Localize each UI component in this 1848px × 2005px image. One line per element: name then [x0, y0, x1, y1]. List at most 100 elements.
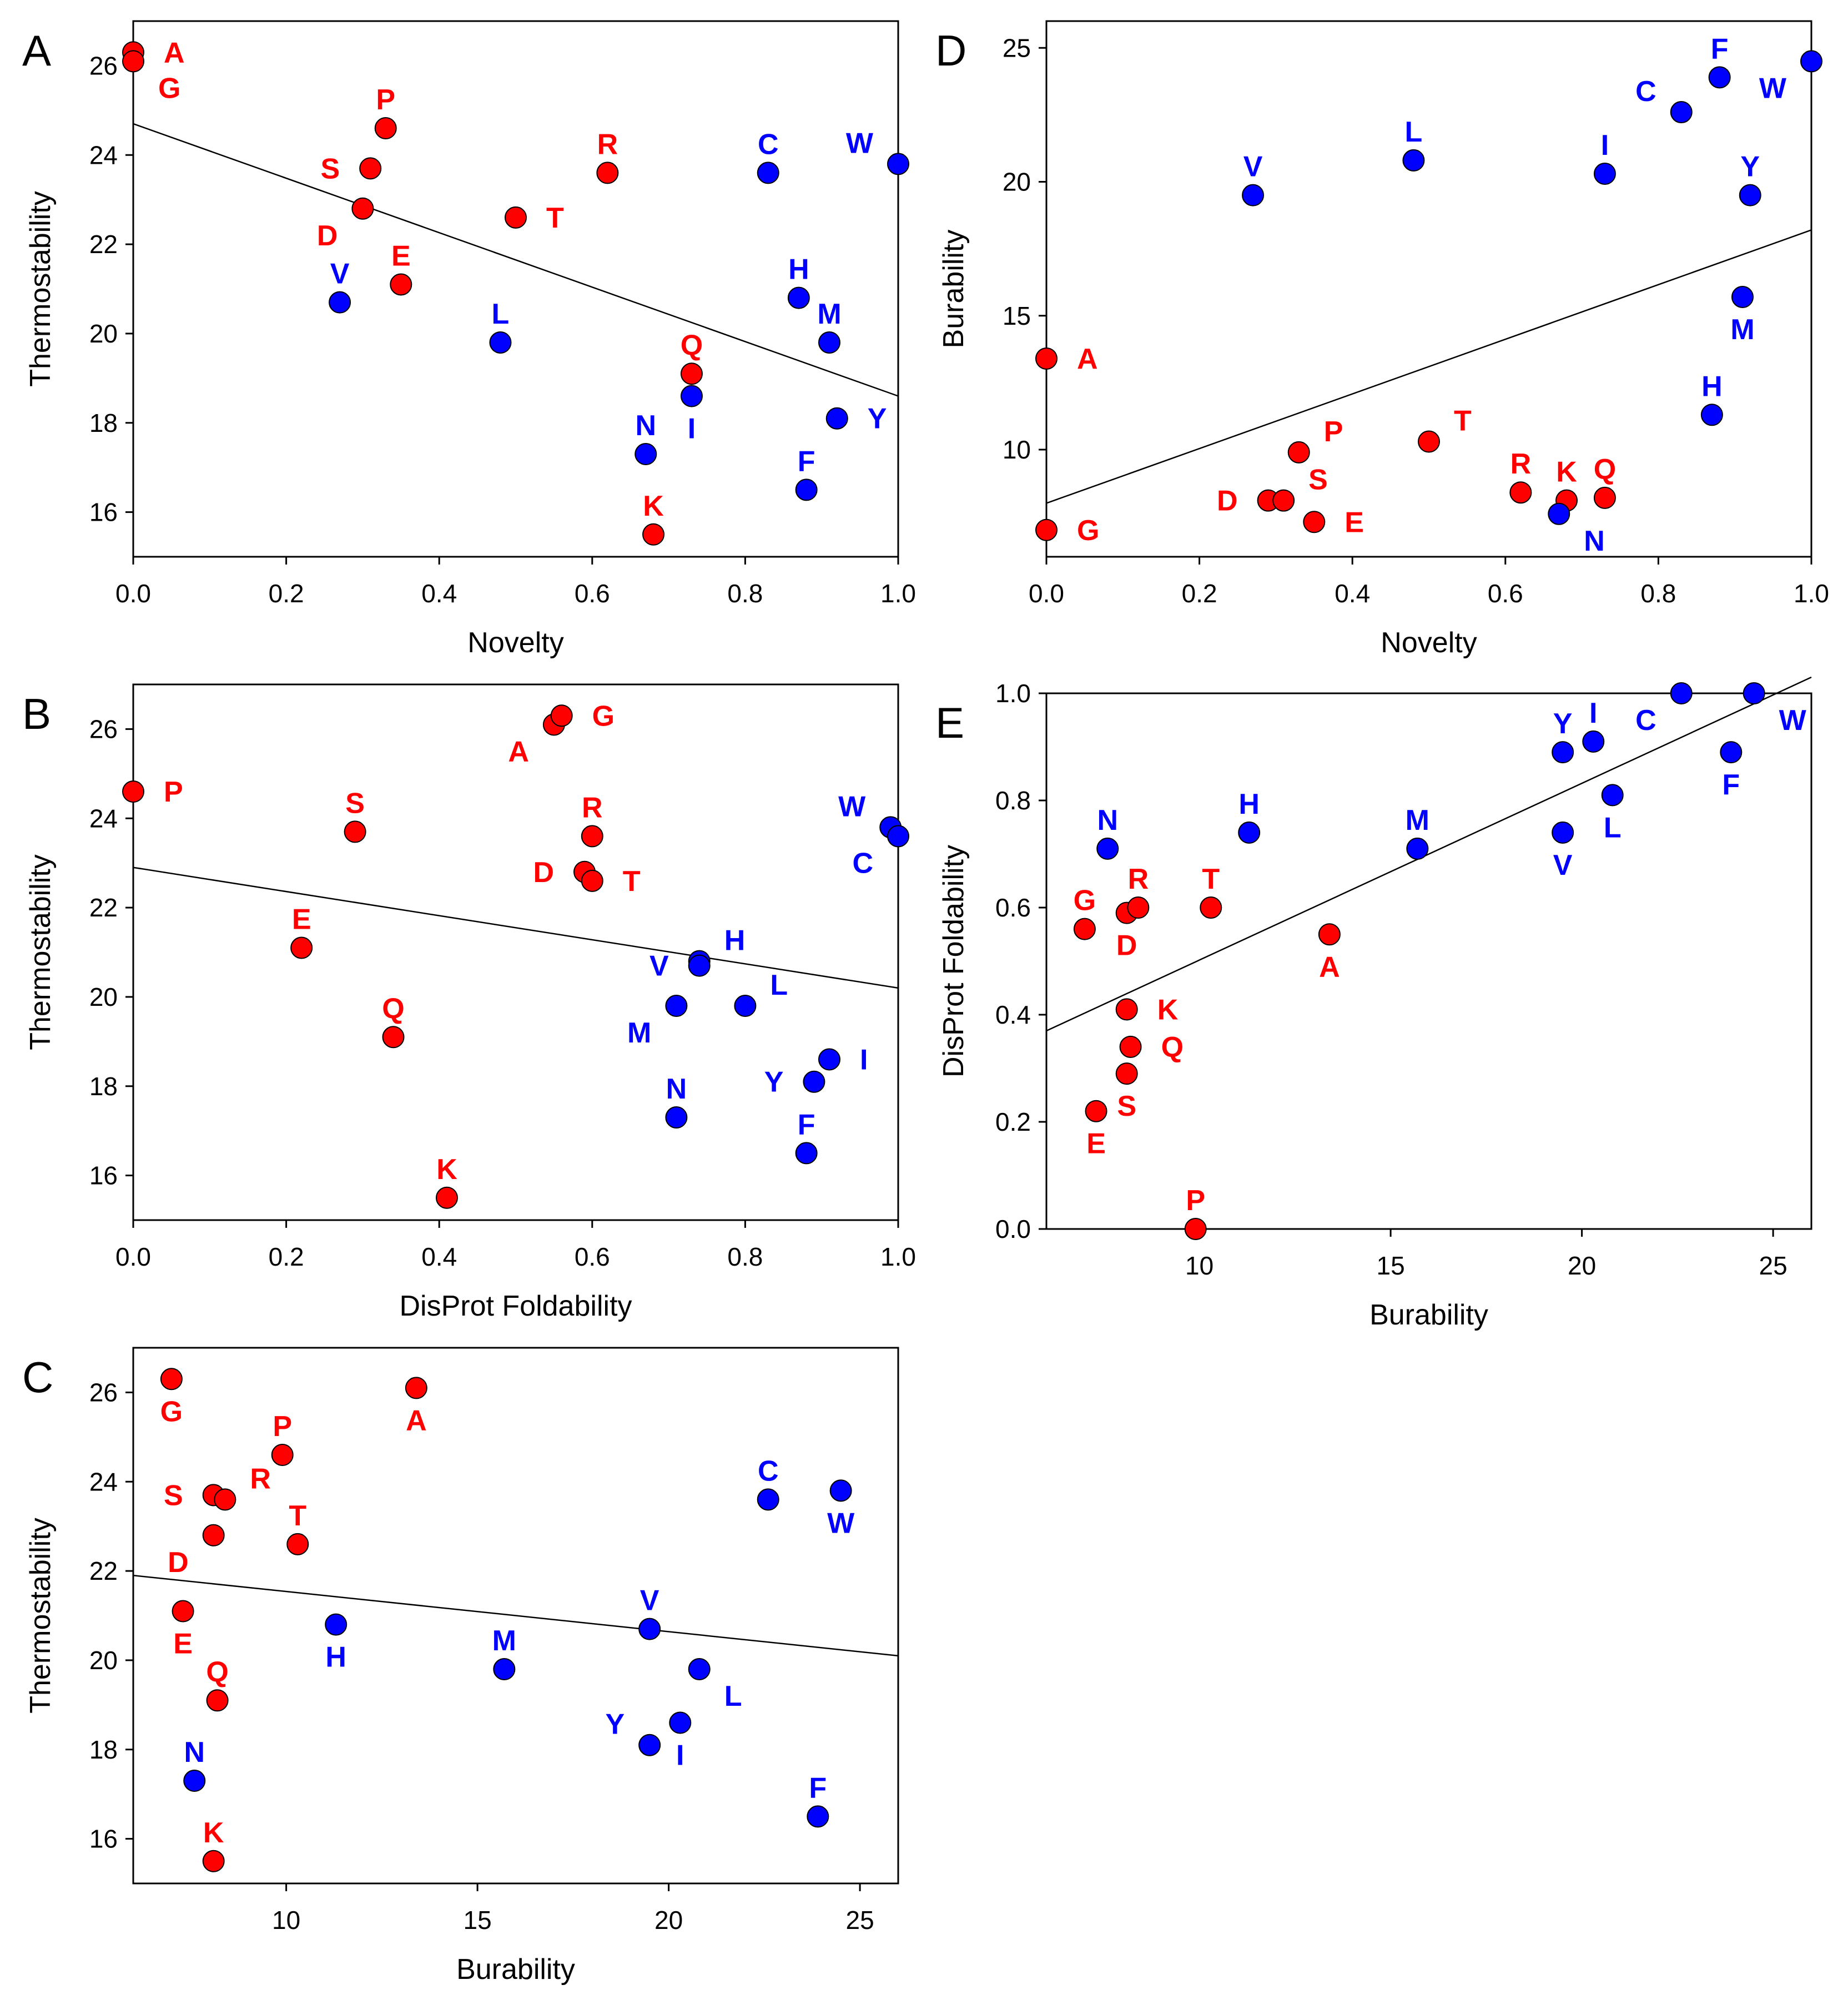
- point-label: M: [492, 1625, 516, 1657]
- point-label: R: [250, 1463, 271, 1495]
- point-a: [405, 1377, 427, 1399]
- y-tick-label: 15: [1003, 301, 1031, 330]
- point-i: [680, 385, 703, 407]
- y-tick-label: 0.4: [995, 1000, 1031, 1029]
- point-e: [172, 1600, 194, 1623]
- point-w: [1743, 682, 1765, 704]
- x-tick-label: 1.0: [1794, 579, 1829, 608]
- x-tick-label: 0.4: [1335, 579, 1370, 608]
- x-tick-label: 20: [654, 1906, 683, 1935]
- point-label: G: [592, 700, 615, 732]
- y-tick-label: 16: [89, 498, 118, 527]
- y-tick-label: 26: [89, 714, 118, 743]
- point-label: D: [1116, 930, 1137, 962]
- point-label: I: [688, 413, 696, 445]
- point-label: Y: [1740, 151, 1760, 183]
- plot-frame: [1045, 692, 1812, 1230]
- y-tick-label: 16: [89, 1161, 118, 1190]
- point-h: [1700, 404, 1723, 426]
- point-c: [757, 1488, 779, 1511]
- x-tick-label: 1.0: [880, 1242, 916, 1271]
- y-tick-label: 26: [89, 1378, 118, 1407]
- point-t: [1418, 430, 1440, 453]
- point-label: G: [160, 1396, 183, 1428]
- point-label: L: [492, 298, 510, 330]
- panel-b: B 0.0 0.2 0.4 0.6 0.8 1.0 16 18 20 22 24 26 DisProt F…: [22, 683, 916, 1322]
- point-label: P: [1186, 1185, 1205, 1217]
- point-label: E: [1086, 1128, 1106, 1160]
- point-label: S: [345, 787, 365, 819]
- trend-line: [1046, 676, 1812, 1032]
- point-label: L: [1604, 812, 1622, 844]
- point-label: L: [770, 969, 788, 1001]
- point-r: [1127, 896, 1150, 919]
- y-tick-label: 24: [89, 804, 118, 833]
- x-tick-label: 0.6: [575, 579, 610, 608]
- plot-frame: [132, 20, 899, 558]
- point-k: [1115, 998, 1138, 1021]
- y-axis-label: Thermostability: [24, 854, 57, 1050]
- point-r: [581, 825, 603, 848]
- y-tick-label: 0.2: [995, 1107, 1031, 1136]
- point-label: Q: [206, 1656, 228, 1688]
- point-e: [1085, 1100, 1107, 1122]
- x-axis-label: DisProt Foldability: [399, 1290, 632, 1322]
- y-tick-label: 1.0: [995, 679, 1031, 708]
- point-label: W: [827, 1507, 855, 1539]
- y-tick-label: 10: [1003, 435, 1031, 464]
- point-r: [214, 1488, 236, 1511]
- x-tick-label: 0.2: [269, 579, 304, 608]
- point-label: G: [158, 72, 180, 104]
- point-g: [1035, 518, 1058, 541]
- point-i: [1593, 163, 1616, 185]
- point-label: Q: [1594, 454, 1616, 486]
- point-label: H: [1701, 370, 1723, 402]
- point-m: [665, 995, 688, 1017]
- point-label: I: [1601, 129, 1609, 162]
- panel-letter: D: [935, 26, 966, 75]
- point-label: N: [666, 1073, 687, 1105]
- point-y: [1739, 184, 1761, 206]
- point-label: V: [1243, 151, 1263, 183]
- point-f: [795, 1142, 818, 1165]
- point-label: C: [1635, 704, 1656, 737]
- point-label: A: [1319, 951, 1340, 983]
- point-label: K: [203, 1817, 224, 1849]
- point-c: [887, 825, 909, 848]
- point-e: [1303, 511, 1326, 533]
- point-label: R: [1510, 448, 1532, 480]
- y-tick-label: 16: [89, 1825, 118, 1853]
- point-s: [359, 157, 382, 180]
- point-label: A: [1077, 343, 1098, 375]
- point-label: Y: [868, 403, 887, 435]
- point-label: Y: [605, 1709, 625, 1741]
- point-label: Q: [1161, 1031, 1184, 1064]
- x-tick-label: 0.0: [115, 579, 151, 608]
- point-v: [638, 1618, 661, 1640]
- point-y: [1552, 741, 1574, 764]
- point-l: [489, 331, 512, 354]
- point-label: F: [1711, 33, 1729, 65]
- point-s: [1272, 489, 1295, 512]
- point-label: E: [391, 240, 411, 272]
- point-q: [206, 1689, 229, 1712]
- point-v: [329, 291, 351, 314]
- point-label: P: [376, 84, 395, 116]
- point-label: Y: [764, 1066, 784, 1099]
- point-q: [1593, 486, 1616, 509]
- trend-line: [133, 867, 899, 989]
- point-n: [183, 1770, 206, 1792]
- point-label: H: [724, 925, 746, 957]
- point-label: K: [1556, 456, 1577, 488]
- point-label: W: [846, 127, 874, 159]
- panel-letter: E: [935, 698, 964, 747]
- panel-letter: A: [22, 26, 51, 75]
- y-tick-label: 24: [89, 140, 118, 169]
- point-label: S: [1308, 464, 1328, 496]
- x-tick-label: 0.0: [115, 1242, 151, 1271]
- point-k: [435, 1186, 458, 1209]
- point-n: [1096, 837, 1119, 860]
- point-e: [390, 273, 412, 296]
- point-label: K: [436, 1153, 457, 1186]
- x-tick-label: 0.4: [421, 579, 457, 608]
